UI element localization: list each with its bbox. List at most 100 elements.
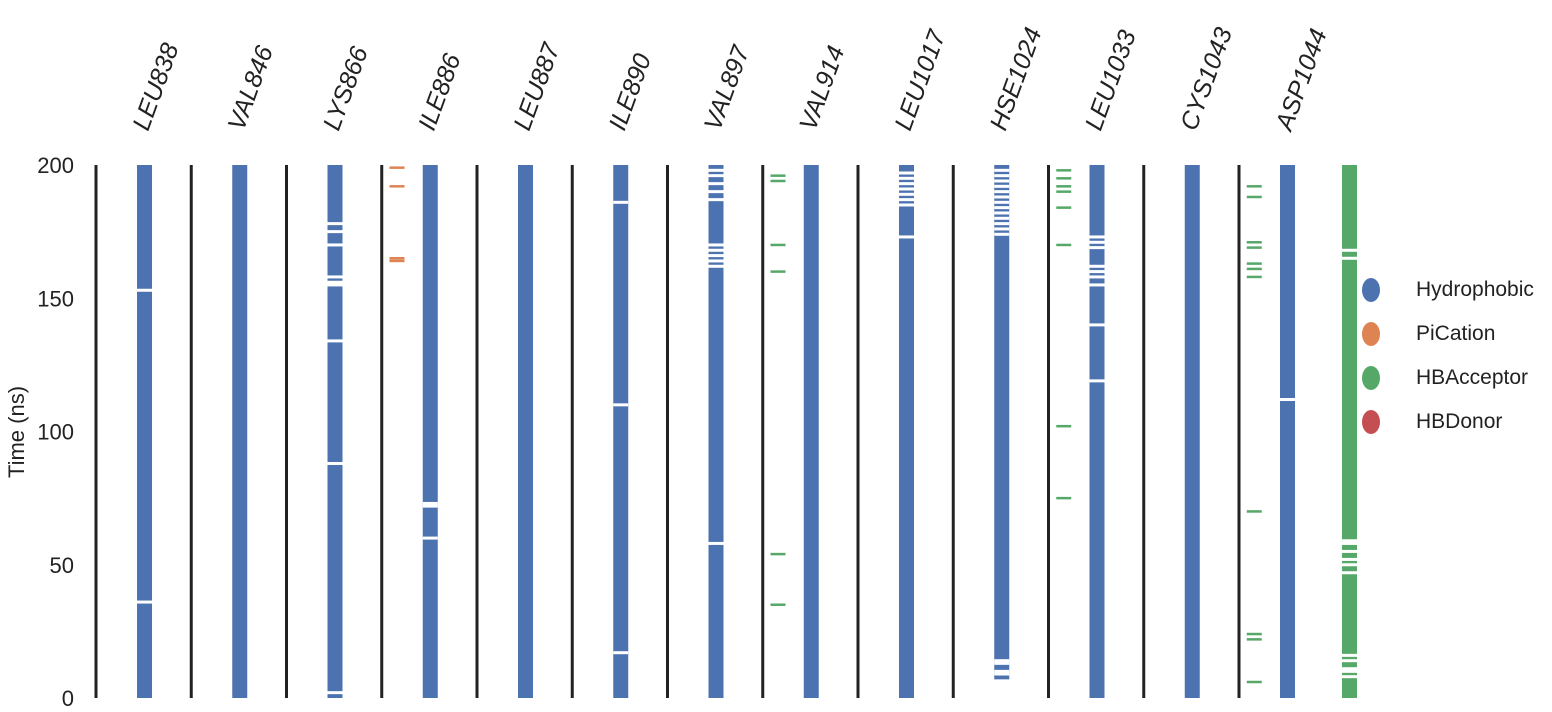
residue-label-asp1044: ASP1044 [1270,25,1333,136]
interaction-gap [1089,379,1105,383]
interaction-bar [1342,165,1357,698]
interaction-gap [994,672,1010,676]
residue-label-leu887: LEU887 [508,39,566,135]
series-asp1044-hydrophobic [1280,165,1295,698]
interaction-bar [137,165,152,698]
interaction-gap [994,168,1010,172]
legend-marker [1362,410,1380,434]
interaction-gap [994,174,1010,178]
y-tick-label-100: 100 [37,420,74,445]
interaction-event [1056,243,1072,247]
legend-item-pication: PiCation [1362,312,1534,356]
interaction-bar [803,165,819,698]
interaction-gap [1089,240,1105,244]
interaction-gap [327,691,343,695]
interaction-gap [1342,541,1357,545]
y-axis: Time (ns) 0 50 100 150 200 [4,153,74,711]
series-ile886-hydrophobic [422,165,438,698]
interaction-gap [994,200,1010,204]
series-val846-hydrophobic [232,165,248,698]
interaction-bar [994,165,1010,680]
interaction-gap [899,187,914,191]
legend-label: Hydrophobic [1416,278,1534,301]
interaction-gap [422,536,438,540]
interaction-gap [327,283,343,287]
interaction-gap [994,211,1010,215]
interaction-bar [518,165,533,698]
residue-label-ile890: ILE890 [604,50,657,134]
interaction-gap [994,190,1010,194]
interaction-event [389,185,405,188]
interaction-event [770,174,786,177]
interaction-gap [1342,557,1357,561]
interaction-event [1246,275,1262,279]
legend-marker [1362,322,1380,346]
series-lys866-pication [389,166,405,263]
interaction-gap [1342,571,1357,575]
interaction-event [1246,632,1262,636]
interaction-event [1056,496,1072,500]
interaction-bar [1184,165,1200,698]
interaction-gap [708,174,724,178]
series-val897-hbacceptor [770,174,786,606]
interaction-event [770,179,786,183]
legend-item-hbdonor: HBDonor [1362,400,1534,444]
interaction-gap [994,179,1010,183]
interaction-gap [994,216,1010,220]
interaction-gap [1342,659,1357,663]
interaction-gap [327,275,343,279]
interaction-gap [708,198,724,202]
series-leu1017-hydrophobic [899,165,914,698]
interaction-gap [422,504,438,508]
interaction-gap [994,227,1010,231]
interaction-bar [422,165,438,698]
interaction-gap [994,195,1010,199]
interaction-gap [899,182,914,186]
residue-label-hse1024: HSE1024 [985,24,1048,134]
interaction-gap [994,222,1010,226]
interaction-gap [327,339,343,343]
interaction-gap [1089,246,1105,250]
interaction-gap [1342,256,1357,260]
legend-marker [1362,366,1380,390]
interaction-gap [708,248,724,252]
interaction-bar [708,165,724,698]
interaction-gap [137,600,152,604]
interaction-gap [994,232,1010,236]
interaction-event [770,552,786,556]
interaction-gap [994,206,1010,210]
legend-marker [1362,278,1380,302]
y-tick-label-0: 0 [62,686,74,711]
interaction-gap [899,203,914,207]
series-leu887-hydrophobic [518,165,533,698]
interaction-event [1246,510,1262,513]
interaction-gap [1089,283,1105,287]
interaction-gap [613,403,629,407]
interaction-gap [1342,675,1357,679]
legend-item-hydrophobic: Hydrophobic [1362,268,1534,312]
series-ile890-hydrophobic [613,165,629,698]
residue-label-leu1017: LEU1017 [889,25,951,134]
interaction-gap [708,264,724,268]
interaction-gap [899,235,914,239]
interaction-event [389,166,405,169]
interaction-gap [327,461,343,465]
interaction-event [1056,185,1072,188]
series-val914-hydrophobic [803,165,819,698]
y-tick-label-150: 150 [37,286,74,311]
interaction-event [1246,195,1262,199]
interaction-gap [708,190,724,194]
interaction-gap [708,259,724,263]
interaction-gap [899,198,914,202]
interaction-gap [1342,669,1357,673]
interaction-gap [1342,549,1357,553]
interaction-gap [1342,563,1357,567]
interaction-gap [613,651,629,655]
interaction-bar [899,165,914,698]
interaction-gap [994,661,1010,665]
interaction-bars [137,165,1357,698]
residue-labels: LEU838 VAL846 LYS866 ILE886 LEU887 ILE890 VAL8… [127,24,1332,136]
residue-label-cys1043: CYS1043 [1175,24,1238,134]
series-cys1043-hbacceptor [1246,185,1262,684]
